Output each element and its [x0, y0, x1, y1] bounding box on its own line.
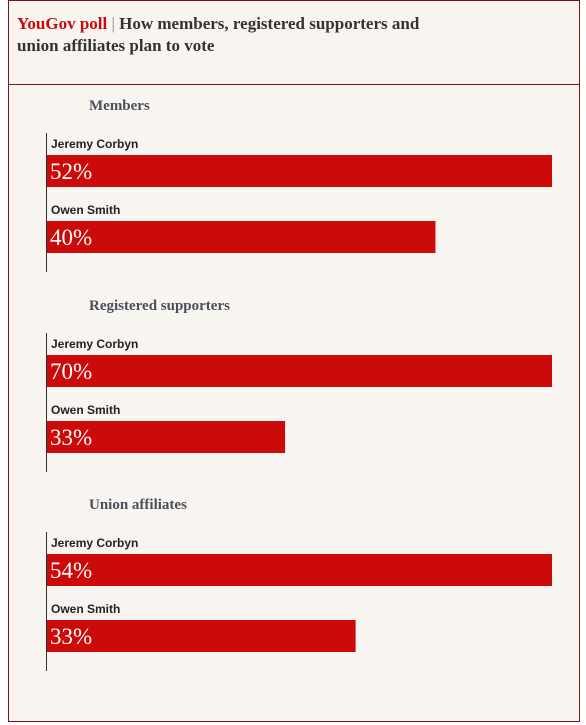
- title: How members, registered supporters and: [119, 14, 420, 33]
- bar: [47, 155, 552, 187]
- bar: [47, 620, 356, 652]
- panel-title: Union affiliates: [89, 497, 187, 513]
- value-label: 54%: [50, 558, 92, 583]
- title-line-2: union affiliates plan to vote: [17, 36, 215, 55]
- category-label: Jeremy Corbyn: [51, 137, 138, 151]
- value-label: 33%: [50, 624, 92, 649]
- value-label: 70%: [50, 359, 92, 384]
- bar: [47, 221, 436, 253]
- bar: [47, 554, 552, 586]
- category-label: Jeremy Corbyn: [51, 536, 138, 550]
- value-label: 40%: [50, 225, 92, 250]
- separator: |: [111, 14, 114, 33]
- value-label: 33%: [50, 425, 92, 450]
- category-label: Owen Smith: [51, 203, 120, 217]
- header-title: YouGov poll | How members, registered su…: [17, 14, 424, 55]
- category-label: Owen Smith: [51, 602, 120, 616]
- panel-title: Registered supporters: [89, 298, 230, 314]
- value-label: 52%: [50, 159, 92, 184]
- bar: [47, 421, 286, 453]
- category-label: Owen Smith: [51, 403, 120, 417]
- panel-title: Members: [89, 98, 150, 114]
- bar: [47, 355, 552, 387]
- source: YouGov poll: [17, 14, 107, 33]
- category-label: Jeremy Corbyn: [51, 337, 138, 351]
